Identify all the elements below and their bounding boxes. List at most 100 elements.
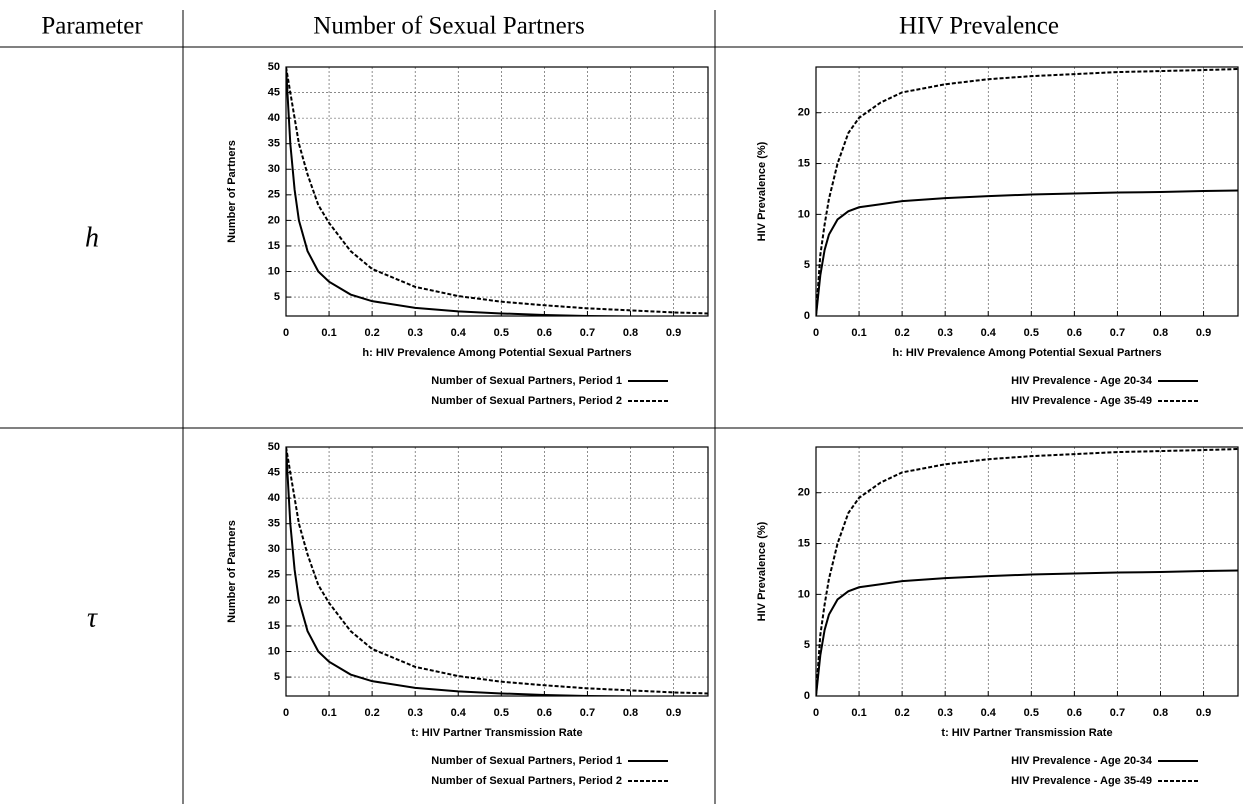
x-tick-label: 0.3 xyxy=(938,327,953,339)
plot-frame xyxy=(815,66,1239,317)
y-tick-label: 50 xyxy=(268,441,280,453)
row-label: τ xyxy=(87,602,98,633)
y-tick-label: 25 xyxy=(268,569,280,581)
y-tick-label: 15 xyxy=(798,157,810,169)
x-tick-label: 0.2 xyxy=(364,327,379,339)
series-line xyxy=(286,67,672,316)
x-tick-label: 0.6 xyxy=(537,327,552,339)
header: HIV Prevalence xyxy=(899,13,1059,40)
y-tick-label: 50 xyxy=(268,61,280,73)
x-tick-label: 0.4 xyxy=(981,327,997,339)
chart: 0 5 10 15 20 0 0.1 0.2 0.3 0.4 0.5 0.6 0.7 0.8 0.9 h: H… xyxy=(756,66,1239,407)
legend-label: Number of Sexual Partners, Period 1 xyxy=(431,755,622,767)
x-tick-label: 0.6 xyxy=(1067,327,1082,339)
y-tick-label: 40 xyxy=(268,492,280,504)
x-tick-label: 0.7 xyxy=(580,327,595,339)
y-tick-label: 15 xyxy=(268,240,280,252)
y-tick-label: 0 xyxy=(804,690,810,702)
x-tick-label: 0.4 xyxy=(451,707,467,719)
y-tick-label: 35 xyxy=(268,518,280,530)
x-tick-label: 0.6 xyxy=(537,707,552,719)
y-axis-label: Number of Partners xyxy=(226,140,238,243)
y-axis-label: HIV Prevalence (%) xyxy=(756,141,768,241)
x-axis-label: h: HIV Prevalence Among Potential Sexual… xyxy=(362,347,631,359)
series-line xyxy=(286,447,672,696)
x-tick-label: 0.5 xyxy=(494,327,509,339)
x-tick-label: 0.9 xyxy=(1196,707,1211,719)
x-tick-label: 0.5 xyxy=(494,707,509,719)
x-tick-label: 0.7 xyxy=(1110,327,1125,339)
y-tick-label: 0 xyxy=(804,310,810,322)
y-tick-label: 5 xyxy=(274,671,280,683)
legend-label: Number of Sexual Partners, Period 1 xyxy=(431,375,622,387)
x-tick-label: 0.1 xyxy=(321,707,336,719)
x-tick-label: 0.6 xyxy=(1067,707,1082,719)
y-tick-label: 20 xyxy=(798,487,810,499)
series-line xyxy=(286,447,708,695)
y-tick-label: 30 xyxy=(268,543,280,555)
y-tick-label: 25 xyxy=(268,189,280,201)
x-axis-label: t: HIV Partner Transmission Rate xyxy=(941,727,1112,739)
y-tick-label: 5 xyxy=(804,639,810,651)
legend-label: HIV Prevalence - Age 20-34 xyxy=(1011,755,1153,767)
y-tick-label: 20 xyxy=(798,107,810,119)
x-tick-label: 0.4 xyxy=(981,707,997,719)
x-tick-label: 0.1 xyxy=(851,327,866,339)
x-axis-label: t: HIV Partner Transmission Rate xyxy=(411,727,582,739)
x-tick-label: 0.7 xyxy=(1110,707,1125,719)
x-tick-label: 0.2 xyxy=(364,707,379,719)
x-tick-label: 0 xyxy=(813,327,819,339)
legend-label: HIV Prevalence - Age 35-49 xyxy=(1011,395,1152,407)
y-axis-label: Number of Partners xyxy=(226,520,238,623)
x-tick-label: 0.9 xyxy=(666,327,681,339)
plot-frame xyxy=(285,446,709,697)
x-tick-label: 0 xyxy=(283,327,289,339)
y-tick-label: 10 xyxy=(798,588,810,600)
y-tick-label: 45 xyxy=(268,86,280,98)
y-tick-label: 45 xyxy=(268,466,280,478)
x-tick-label: 0.9 xyxy=(666,707,681,719)
x-tick-label: 0.8 xyxy=(623,327,638,339)
y-tick-label: 15 xyxy=(798,537,810,549)
y-tick-label: 10 xyxy=(268,265,280,277)
x-tick-label: 0.8 xyxy=(1153,327,1168,339)
y-tick-label: 30 xyxy=(268,163,280,175)
y-tick-label: 35 xyxy=(268,138,280,150)
x-tick-label: 0.5 xyxy=(1024,327,1039,339)
y-axis-label: HIV Prevalence (%) xyxy=(756,521,768,621)
x-tick-label: 0.7 xyxy=(580,707,595,719)
legend-label: Number of Sexual Partners, Period 2 xyxy=(431,395,622,407)
y-tick-label: 40 xyxy=(268,112,280,124)
x-tick-label: 0.3 xyxy=(408,707,423,719)
legend-label: HIV Prevalence - Age 20-34 xyxy=(1011,375,1153,387)
chart: 0 5 10 15 20 0 0.1 0.2 0.3 0.4 0.5 0.6 0.7 0.8 0.9 t: H… xyxy=(756,446,1239,787)
x-tick-label: 0.3 xyxy=(938,707,953,719)
x-axis-label: h: HIV Prevalence Among Potential Sexual… xyxy=(892,347,1161,359)
x-tick-label: 0.8 xyxy=(623,707,638,719)
y-tick-label: 10 xyxy=(798,208,810,220)
legend-label: Number of Sexual Partners, Period 2 xyxy=(431,775,622,787)
series-line xyxy=(816,189,1238,316)
plot-frame xyxy=(285,66,709,317)
series-line xyxy=(816,569,1238,696)
y-tick-label: 10 xyxy=(268,645,280,657)
series-line xyxy=(286,67,708,315)
x-tick-label: 0.2 xyxy=(894,707,909,719)
series-line xyxy=(816,448,1238,696)
header: Parameter xyxy=(41,13,143,40)
x-tick-label: 0.9 xyxy=(1196,327,1211,339)
chart: 5 10 15 20 25 30 35 40 45 50 0 0.1 0.2 0.3 0.4 0.5 0.6 0.… xyxy=(226,441,709,787)
x-tick-label: 0.4 xyxy=(451,327,467,339)
x-tick-label: 0 xyxy=(813,707,819,719)
legend-label: HIV Prevalence - Age 35-49 xyxy=(1011,775,1152,787)
x-tick-label: 0.2 xyxy=(894,327,909,339)
row-label: h xyxy=(85,222,99,253)
x-tick-label: 0 xyxy=(283,707,289,719)
plot-frame xyxy=(815,446,1239,697)
header: Number of Sexual Partners xyxy=(313,13,584,40)
x-tick-label: 0.8 xyxy=(1153,707,1168,719)
x-tick-label: 0.5 xyxy=(1024,707,1039,719)
y-tick-label: 5 xyxy=(804,259,810,271)
series-line xyxy=(816,68,1238,316)
